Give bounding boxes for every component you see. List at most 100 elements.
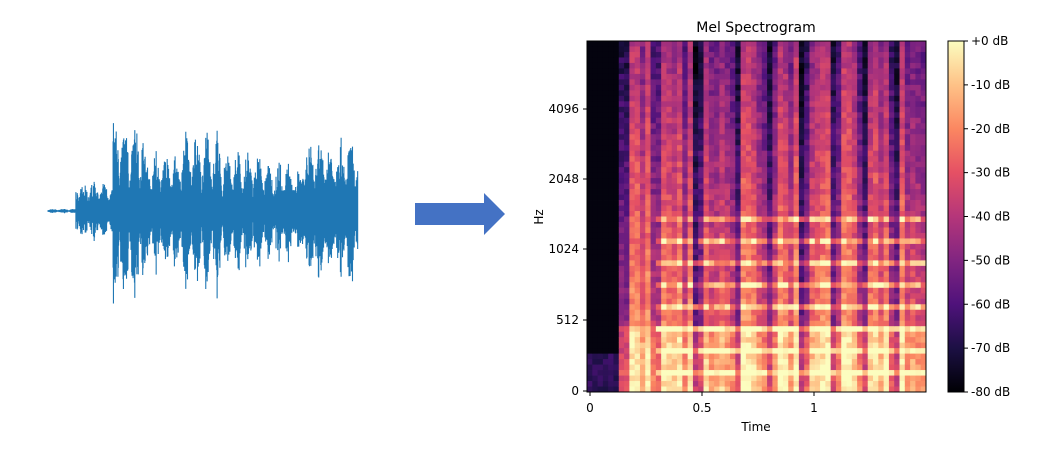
heatmap-cell — [613, 194, 620, 201]
heatmap-cell — [597, 90, 604, 97]
heatmap-cell — [629, 101, 636, 108]
heatmap-cell — [883, 68, 890, 75]
colorbar-ticks: +0 dB-10 dB-20 dB-30 dB-40 dB-50 dB-60 d… — [964, 34, 1010, 399]
heatmap-cell — [587, 194, 593, 201]
heatmap-cell — [751, 183, 757, 190]
heatmap-cell — [910, 62, 916, 69]
heatmap-cell — [888, 128, 895, 135]
heatmap-cell — [682, 309, 689, 316]
heatmap-cell — [692, 342, 699, 349]
heatmap-cell — [841, 194, 847, 201]
heatmap-cell — [756, 353, 763, 360]
heatmap-cell — [597, 123, 604, 130]
heatmap-cell — [756, 123, 763, 130]
heatmap-cell — [862, 353, 869, 360]
heatmap-cell — [655, 320, 662, 327]
heatmap-cell — [708, 287, 715, 294]
heatmap-cell — [682, 134, 689, 141]
heatmap-cell — [730, 95, 736, 102]
heatmap-cell — [730, 62, 736, 69]
heatmap-cell — [777, 227, 784, 234]
heatmap-cell — [867, 249, 874, 256]
heatmap-cell — [740, 41, 747, 47]
heatmap-cell — [624, 320, 630, 327]
heatmap-cell — [873, 353, 879, 360]
heatmap-cell — [756, 282, 763, 289]
heatmap-cell — [772, 254, 779, 261]
heatmap-cell — [904, 309, 911, 316]
heatmap-cell — [825, 232, 832, 239]
heatmap-cell — [851, 150, 858, 157]
heatmap-cell — [645, 315, 651, 322]
heatmap-cell — [862, 112, 869, 119]
heatmap-cell — [724, 276, 731, 283]
heatmap-cell — [682, 211, 689, 217]
heatmap-cell — [862, 254, 869, 261]
heatmap-cell — [830, 353, 837, 360]
heatmap-cell — [618, 370, 625, 376]
heatmap-cell — [682, 62, 689, 69]
heatmap-cell — [846, 90, 853, 97]
heatmap-cell — [888, 106, 895, 113]
heatmap-cell — [745, 287, 752, 294]
heatmap-cell — [772, 161, 779, 168]
heatmap-cell — [851, 331, 858, 338]
heatmap-cell — [894, 145, 900, 152]
heatmap-cell — [841, 359, 847, 365]
heatmap-cell — [666, 227, 673, 234]
heatmap-cell — [608, 68, 614, 75]
heatmap-cell — [814, 353, 821, 360]
heatmap-cell — [788, 117, 794, 124]
heatmap-cell — [814, 315, 821, 322]
heatmap-cell — [698, 84, 704, 91]
heatmap-cell — [714, 57, 720, 64]
heatmap-cell — [639, 320, 646, 327]
heatmap-cell — [597, 348, 604, 355]
heatmap-cell — [777, 79, 784, 86]
heatmap-cell — [666, 326, 673, 333]
heatmap-cell — [751, 139, 757, 146]
heatmap-cell — [618, 265, 625, 272]
heatmap-cell — [883, 304, 890, 311]
heatmap-cell — [708, 216, 715, 223]
heatmap-cell — [745, 205, 752, 212]
heatmap-cell — [655, 293, 662, 300]
heatmap-cell — [698, 359, 704, 365]
heatmap-cell — [798, 320, 805, 327]
heatmap-cell — [899, 265, 906, 272]
heatmap-cell — [655, 221, 662, 228]
heatmap-cell — [820, 364, 826, 371]
heatmap-cell — [719, 139, 726, 146]
heatmap-cell — [608, 276, 614, 283]
heatmap-cell — [730, 139, 736, 146]
heatmap-cell — [761, 375, 768, 382]
heatmap-cell — [613, 73, 620, 80]
heatmap-cell — [857, 134, 863, 141]
heatmap-cell — [692, 167, 699, 174]
heatmap-cell — [730, 183, 736, 190]
heatmap-cell — [751, 243, 757, 250]
heatmap-cell — [602, 359, 609, 365]
heatmap-cell — [629, 337, 636, 344]
heatmap-cell — [587, 101, 593, 108]
heatmap-cell — [666, 123, 673, 130]
heatmap-cell — [608, 381, 614, 387]
heatmap-cell — [698, 309, 704, 316]
heatmap-cell — [841, 331, 847, 338]
heatmap-cell — [751, 117, 757, 124]
heatmap-cell — [857, 101, 863, 108]
heatmap-cell — [767, 68, 773, 75]
heatmap-cell — [661, 57, 667, 64]
heatmap-cell — [735, 139, 742, 146]
heatmap-cell — [745, 249, 752, 256]
heatmap-cell — [883, 315, 890, 322]
heatmap-cell — [899, 304, 906, 311]
heatmap-cell — [820, 386, 826, 393]
heatmap-cell — [867, 68, 874, 75]
heatmap-cell — [724, 62, 731, 69]
heatmap-cell — [809, 178, 816, 184]
heatmap-cell — [910, 386, 916, 393]
heatmap-cell — [878, 51, 885, 58]
heatmap-cell — [862, 178, 869, 184]
heatmap-cell — [682, 139, 689, 146]
